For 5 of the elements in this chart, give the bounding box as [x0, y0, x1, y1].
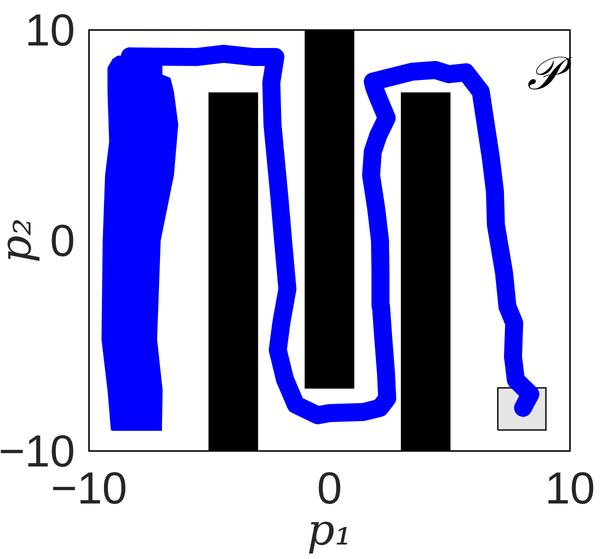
y-tick-label: 10: [24, 4, 75, 56]
y-axis-title: p₂: [0, 218, 42, 263]
annotation: 𝒫: [526, 46, 572, 100]
x-tick-label: 10: [544, 462, 596, 514]
y-tick-label: 0: [50, 214, 75, 266]
